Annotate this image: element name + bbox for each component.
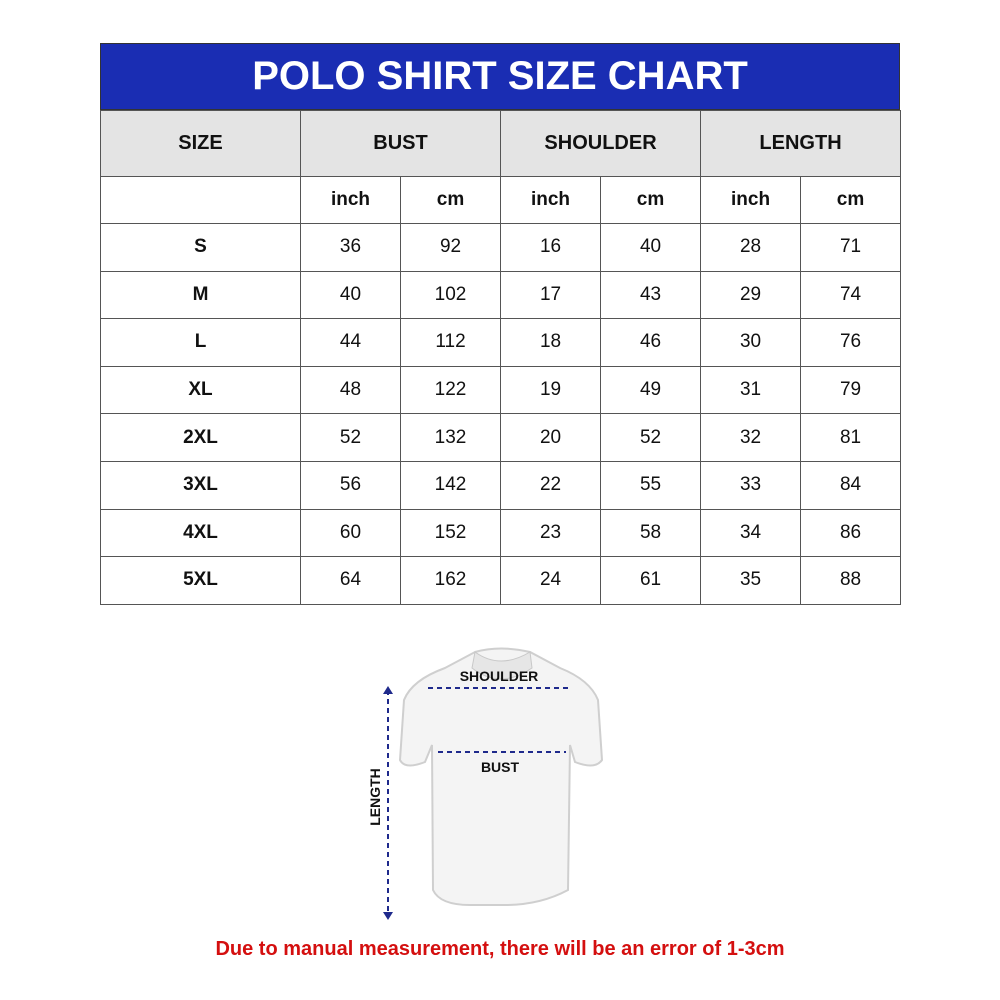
bust-label: BUST [481, 759, 520, 775]
cell: inch [300, 176, 401, 224]
cell: LENGTH [700, 110, 902, 177]
cell: 40 [600, 223, 702, 272]
row: 4XL 60 152 23 58 34 86 [100, 508, 902, 558]
cell: 56 [300, 460, 401, 510]
cell: 35 [700, 556, 802, 605]
cell: 79 [800, 365, 902, 415]
cell: 152 [399, 508, 502, 558]
cell: 61 [600, 556, 702, 605]
row: 3XL 56 142 22 55 33 84 [100, 460, 902, 510]
length-label: LENGTH [367, 768, 383, 826]
cell: 23 [500, 508, 602, 558]
cell: 132 [399, 413, 502, 462]
cell: 46 [600, 318, 702, 367]
cell: 32 [700, 413, 802, 462]
cell: 44 [300, 318, 401, 367]
cell: SHOULDER [500, 110, 702, 177]
cell: cm [600, 176, 702, 224]
cell: 33 [700, 460, 802, 510]
cell: cm [800, 176, 902, 224]
empty-cell [100, 176, 301, 224]
cell: 74 [800, 270, 902, 320]
cell: 5XL [100, 556, 301, 605]
cell: 22 [500, 460, 602, 510]
cell: 16 [500, 223, 602, 272]
arrow-head [383, 686, 393, 920]
cell: 30 [700, 318, 802, 367]
size-table: SIZE BUST SHOULDER LENGTH inch cm inch cm inch cm… [100, 110, 902, 605]
cell: inch [700, 176, 802, 224]
row: inch cm inch cm inch cm [100, 176, 902, 224]
cell: 52 [600, 413, 702, 462]
row: S 36 92 16 40 28 71 [100, 223, 902, 272]
shoulder-label: SHOULDER [460, 668, 539, 684]
cell: inch [500, 176, 602, 224]
cell: 20 [500, 413, 602, 462]
cell: 86 [800, 508, 902, 558]
cell: 60 [300, 508, 401, 558]
cell: 142 [399, 460, 502, 510]
cell: 29 [700, 270, 802, 320]
cell: 84 [800, 460, 902, 510]
row: L 44 112 18 46 30 76 [100, 318, 902, 367]
cell: 58 [600, 508, 702, 558]
cell: 92 [399, 223, 502, 272]
shirt [398, 647, 604, 906]
cell: 81 [800, 413, 902, 462]
cell: S [100, 223, 301, 272]
cell: 48 [300, 365, 401, 415]
cell: cm [399, 176, 502, 224]
cell: 19 [500, 365, 602, 415]
cell: 17 [500, 270, 602, 320]
cell: 28 [700, 223, 802, 272]
collar [471, 651, 533, 680]
cell: 2XL [100, 413, 301, 462]
cell: M [100, 270, 301, 320]
row: 5XL 64 162 24 61 35 88 [100, 556, 902, 605]
cell: L [100, 318, 301, 367]
cell: 112 [399, 318, 502, 367]
cell: 36 [300, 223, 401, 272]
cell: 3XL [100, 460, 301, 510]
cell: 31 [700, 365, 802, 415]
cell: 49 [600, 365, 702, 415]
cell: 18 [500, 318, 602, 367]
cell: 55 [600, 460, 702, 510]
cell: 40 [300, 270, 401, 320]
cell: 64 [300, 556, 401, 605]
cell: SIZE [100, 110, 301, 177]
cell: 43 [600, 270, 702, 320]
cell: 76 [800, 318, 902, 367]
row: SIZE BUST SHOULDER LENGTH [100, 110, 902, 177]
row: XL 48 122 19 49 31 79 [100, 365, 902, 415]
cell: 52 [300, 413, 401, 462]
cell: 162 [399, 556, 502, 605]
cell: 34 [700, 508, 802, 558]
cell: XL [100, 365, 301, 415]
cell: 71 [800, 223, 902, 272]
cell: 4XL [100, 508, 301, 558]
cell: 88 [800, 556, 902, 605]
note: Due to manual measurement, there will be… [215, 938, 785, 960]
cell: BUST [299, 110, 502, 177]
title: POLO SHIRT SIZE CHART [100, 43, 900, 110]
cell: 24 [500, 556, 602, 605]
row: 2XL 52 132 20 52 32 81 [100, 413, 902, 462]
cell: 102 [399, 270, 502, 320]
row: M 40 102 17 43 29 74 [100, 270, 902, 320]
cell: 122 [399, 365, 502, 415]
